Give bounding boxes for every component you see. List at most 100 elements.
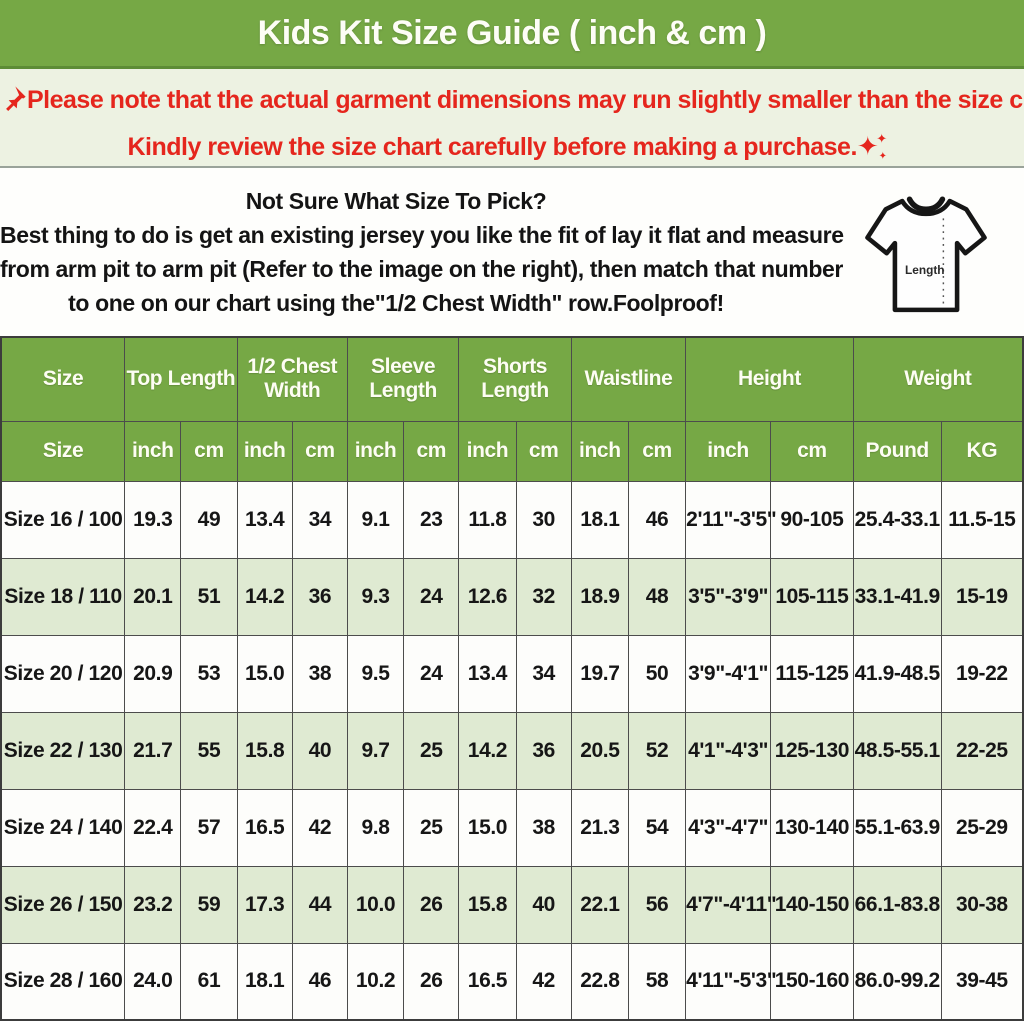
data-cell: 11.8 bbox=[458, 480, 517, 559]
notice-banner: Please note that the actual garment dime… bbox=[0, 69, 1024, 168]
data-cell: 12.6 bbox=[458, 557, 517, 636]
tshirt-length-label: Length bbox=[905, 263, 945, 277]
column-subheader: Pound bbox=[852, 420, 942, 482]
data-cell: 14.2 bbox=[236, 557, 293, 636]
column-subheader: cm bbox=[627, 420, 687, 482]
data-cell: 2'11"-3'5" bbox=[685, 480, 777, 559]
table-row: Size 16 / 100 19.3 49 13.4 34 9.1 23 11.8 30 18.1… bbox=[0, 480, 1024, 559]
data-cell: 44 bbox=[291, 865, 348, 944]
data-cell: 36 bbox=[291, 557, 348, 636]
size-table: Size Top Length 1/2 Chest Width Sleeve Leng… bbox=[0, 336, 1024, 1021]
data-cell: 20.9 bbox=[124, 634, 182, 713]
data-cell: 42 bbox=[515, 942, 572, 1021]
data-cell: 58 bbox=[627, 942, 687, 1021]
data-cell: 22.4 bbox=[124, 788, 182, 867]
notice-line-1: Please note that the actual garment dime… bbox=[0, 79, 1024, 125]
data-cell: 15.8 bbox=[236, 711, 293, 790]
data-cell: 61 bbox=[180, 942, 238, 1021]
data-cell: 3'9"-4'1" bbox=[685, 634, 771, 713]
data-cell: 9.1 bbox=[346, 480, 405, 559]
table-row: Size 24 / 140 22.4 57 16.5 42 9.8 25 15.0 38 21.3… bbox=[0, 788, 1024, 867]
data-cell: 13.4 bbox=[236, 480, 293, 559]
column-group-header: Weight bbox=[852, 336, 1024, 422]
column-subheader: Size bbox=[0, 420, 126, 482]
data-cell: 18.1 bbox=[236, 942, 293, 1021]
column-subheader: inch bbox=[236, 420, 293, 482]
column-subheader: cm bbox=[403, 420, 460, 482]
data-cell: 54 bbox=[627, 788, 687, 867]
data-cell: 10.2 bbox=[346, 942, 405, 1021]
instructions-heading: Not Sure What Size To Pick? bbox=[245, 188, 547, 214]
data-cell: 38 bbox=[515, 788, 572, 867]
page-title: Kids Kit Size Guide ( inch & cm ) bbox=[257, 13, 767, 52]
data-cell: 16.5 bbox=[458, 942, 517, 1021]
data-cell: 26 bbox=[403, 942, 460, 1021]
column-group-header: Sleeve Length bbox=[346, 336, 460, 422]
data-cell: 9.7 bbox=[346, 711, 405, 790]
data-cell: 11.5-15 bbox=[940, 480, 1024, 559]
table-row: Size 28 / 160 24.0 61 18.1 46 10.2 26 16.5 42 22.… bbox=[0, 942, 1024, 1021]
data-cell: 66.1-83.8 bbox=[852, 865, 942, 944]
column-group-header: Waistline bbox=[570, 336, 687, 422]
data-cell: 57 bbox=[180, 788, 238, 867]
data-cell: 19.7 bbox=[570, 634, 629, 713]
table-row: Size 22 / 130 21.7 55 15.8 40 9.7 25 14.2 36 20.5… bbox=[0, 711, 1024, 790]
data-cell: 34 bbox=[515, 634, 572, 713]
data-cell: 40 bbox=[291, 711, 348, 790]
size-cell: Size 26 / 150 bbox=[0, 865, 126, 944]
data-cell: 25 bbox=[403, 788, 460, 867]
notice-text-1: Please note that the actual garment dime… bbox=[27, 86, 1024, 114]
data-cell: 30 bbox=[515, 480, 572, 559]
size-cell: Size 20 / 120 bbox=[0, 634, 126, 713]
data-cell: 140-150 bbox=[769, 865, 854, 944]
size-cell: Size 22 / 130 bbox=[0, 711, 126, 790]
pushpin-icon bbox=[0, 83, 27, 125]
data-cell: 25.4-33.1 bbox=[852, 480, 942, 559]
table-group-row: Size Top Length 1/2 Chest Width Sleeve Leng… bbox=[0, 336, 1024, 422]
data-cell: 20.5 bbox=[570, 711, 629, 790]
data-cell: 49 bbox=[180, 480, 238, 559]
data-cell: 21.7 bbox=[124, 711, 182, 790]
column-group-header: Shorts Length bbox=[458, 336, 572, 422]
data-cell: 23.2 bbox=[124, 865, 182, 944]
data-cell: 55.1-63.9 bbox=[852, 788, 942, 867]
data-cell: 4'11"-5'3" bbox=[685, 942, 777, 1021]
data-cell: 24.0 bbox=[124, 942, 182, 1021]
data-cell: 10.0 bbox=[346, 865, 405, 944]
data-cell: 53 bbox=[180, 634, 238, 713]
data-cell: 19.3 bbox=[124, 480, 182, 559]
data-cell: 13.4 bbox=[458, 634, 517, 713]
column-subheader: inch bbox=[685, 420, 771, 482]
data-cell: 105-115 bbox=[769, 557, 854, 636]
data-cell: 130-140 bbox=[769, 788, 854, 867]
size-table-body: Size 16 / 100 19.3 49 13.4 34 9.1 23 11.8 30 18.1… bbox=[0, 480, 1024, 1021]
instructions-line-2: from arm pit to arm pit (Refer to the im… bbox=[0, 256, 843, 282]
tshirt-icon: Length bbox=[865, 196, 987, 313]
data-cell: 17.3 bbox=[236, 865, 293, 944]
title-bar: Kids Kit Size Guide ( inch & cm ) bbox=[0, 0, 1024, 69]
data-cell: 30-38 bbox=[940, 865, 1024, 944]
data-cell: 46 bbox=[627, 480, 687, 559]
tshirt-measure-figure: Length bbox=[862, 190, 990, 320]
data-cell: 19-22 bbox=[940, 634, 1024, 713]
data-cell: 9.5 bbox=[346, 634, 405, 713]
data-cell: 26 bbox=[403, 865, 460, 944]
data-cell: 115-125 bbox=[769, 634, 854, 713]
data-cell: 20.1 bbox=[124, 557, 182, 636]
instructions-line-3: to one on our chart using the"1/2 Chest … bbox=[68, 290, 724, 316]
data-cell: 50 bbox=[627, 634, 687, 713]
data-cell: 24 bbox=[403, 634, 460, 713]
data-cell: 40 bbox=[515, 865, 572, 944]
data-cell: 4'7"-4'11" bbox=[685, 865, 777, 944]
data-cell: 4'3"-4'7" bbox=[685, 788, 771, 867]
size-table-head: Size Top Length 1/2 Chest Width Sleeve Leng… bbox=[0, 336, 1024, 482]
data-cell: 25-29 bbox=[940, 788, 1024, 867]
data-cell: 22.1 bbox=[570, 865, 629, 944]
data-cell: 15.0 bbox=[458, 788, 517, 867]
column-subheader: inch bbox=[570, 420, 629, 482]
size-cell: Size 28 / 160 bbox=[0, 942, 126, 1021]
instructions-line-1: Best thing to do is get an existing jers… bbox=[0, 222, 844, 248]
data-cell: 38 bbox=[291, 634, 348, 713]
column-subheader: inch bbox=[124, 420, 182, 482]
